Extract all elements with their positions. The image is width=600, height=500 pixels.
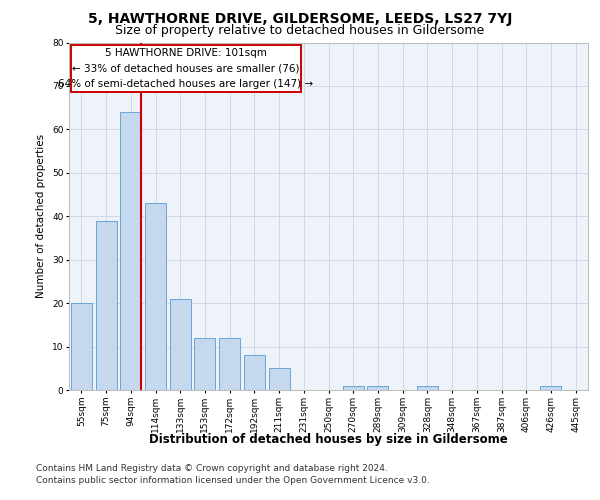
Text: 5, HAWTHORNE DRIVE, GILDERSOME, LEEDS, LS27 7YJ: 5, HAWTHORNE DRIVE, GILDERSOME, LEEDS, L…: [88, 12, 512, 26]
Bar: [145, 203, 166, 390]
Y-axis label: Number of detached properties: Number of detached properties: [37, 134, 46, 298]
Text: Size of property relative to detached houses in Gildersome: Size of property relative to detached ho…: [115, 24, 485, 37]
Bar: [417, 386, 438, 390]
Text: Contains HM Land Registry data © Crown copyright and database right 2024.: Contains HM Land Registry data © Crown c…: [36, 464, 388, 473]
Text: Distribution of detached houses by size in Gildersome: Distribution of detached houses by size …: [149, 432, 508, 446]
Bar: [95, 220, 116, 390]
Bar: [170, 299, 191, 390]
Bar: [343, 386, 364, 390]
Bar: [120, 112, 141, 390]
Bar: [367, 386, 388, 390]
Bar: [71, 303, 92, 390]
Bar: [541, 386, 562, 390]
Bar: [219, 338, 240, 390]
Text: Contains public sector information licensed under the Open Government Licence v3: Contains public sector information licen…: [36, 476, 430, 485]
FancyBboxPatch shape: [71, 44, 301, 92]
Bar: [269, 368, 290, 390]
Text: 5 HAWTHORNE DRIVE: 101sqm
← 33% of detached houses are smaller (76)
64% of semi-: 5 HAWTHORNE DRIVE: 101sqm ← 33% of detac…: [58, 48, 313, 89]
Bar: [244, 355, 265, 390]
Bar: [194, 338, 215, 390]
